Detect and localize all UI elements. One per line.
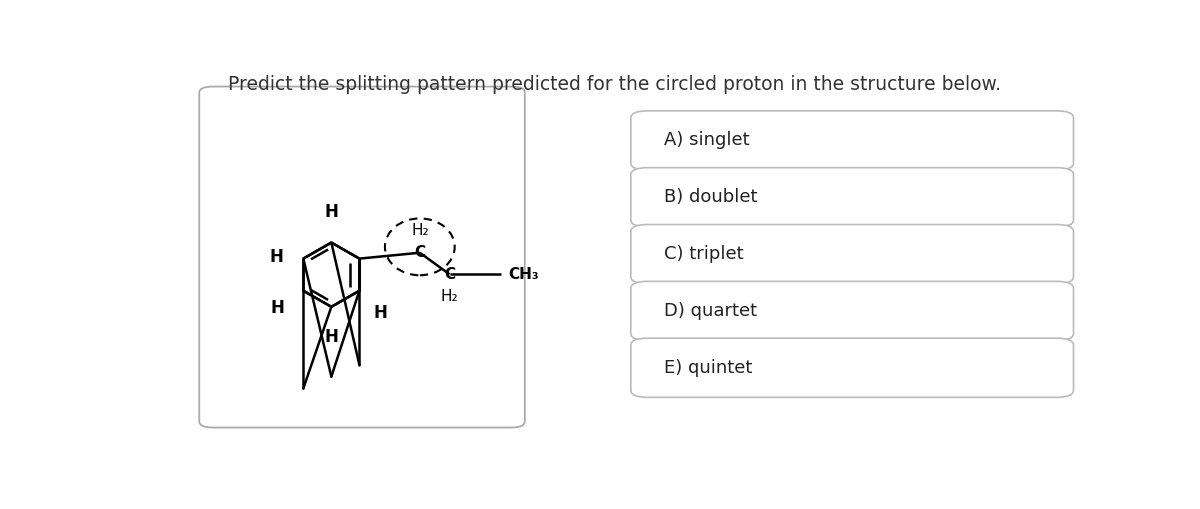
Text: H: H [373,304,388,323]
FancyBboxPatch shape [199,87,524,428]
FancyBboxPatch shape [631,281,1074,341]
FancyBboxPatch shape [631,224,1074,284]
Text: CH₃: CH₃ [508,267,539,282]
FancyBboxPatch shape [631,167,1074,227]
Text: D) quartet: D) quartet [665,302,757,320]
Text: C: C [444,267,455,282]
Text: H: H [324,328,338,347]
Text: A) singlet: A) singlet [665,131,750,150]
FancyBboxPatch shape [631,111,1074,170]
Text: H: H [324,203,338,221]
Text: C: C [414,245,425,260]
Text: B) doublet: B) doublet [665,188,757,206]
Text: H₂: H₂ [412,223,428,238]
Text: Predict the splitting pattern predicted for the circled proton in the structure : Predict the splitting pattern predicted … [228,75,1002,94]
FancyBboxPatch shape [631,338,1074,398]
Text: C) triplet: C) triplet [665,245,744,263]
Text: H: H [271,299,284,317]
Text: H₂: H₂ [440,289,458,304]
Text: H: H [269,248,283,266]
Text: E) quintet: E) quintet [665,359,752,377]
